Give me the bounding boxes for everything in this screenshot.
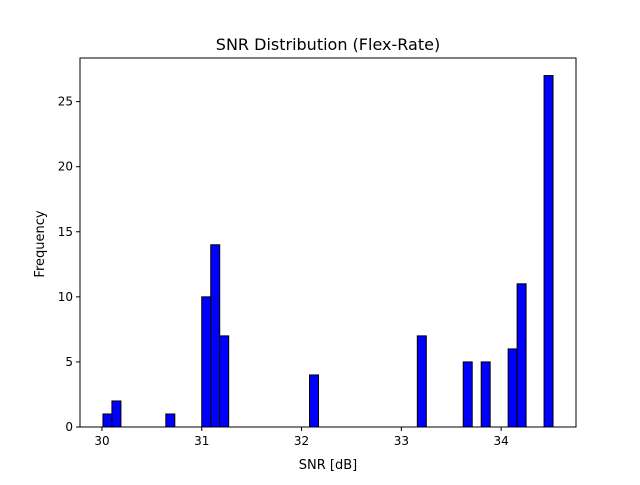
ticks-layer: 30 31 32 33 34 0 5 10 15 20 25 [58,95,509,448]
histogram-bar [111,400,122,428]
x-tick-label: 30 [94,434,109,448]
chart-title: SNR Distribution (Flex-Rate) [216,35,440,54]
bars-layer [102,75,554,428]
histogram-bar [102,413,113,428]
histogram-bar [165,413,176,428]
y-tick-label: 5 [65,355,73,369]
y-tick-label: 25 [58,95,73,109]
x-tick-label: 32 [294,434,309,448]
histogram-bar [480,361,491,428]
histogram-bar [416,335,427,428]
histogram-bar [507,348,518,428]
histogram-bar [462,361,473,428]
histogram-bar [219,335,230,428]
y-tick-label: 20 [58,160,73,174]
x-tick-label: 33 [394,434,409,448]
y-tick-label: 10 [58,290,73,304]
plot-frame [79,57,577,428]
histogram-bar [210,244,221,428]
histogram-bar [516,283,527,428]
histogram-bar [201,296,212,428]
x-tick-label: 31 [194,434,209,448]
y-tick-label: 15 [58,225,73,239]
histogram-bar [309,374,320,428]
histogram-bar [543,75,554,428]
x-axis-label: SNR [dB] [299,458,357,473]
y-axis-label: Frequency [33,210,48,277]
x-tick-label: 34 [494,434,509,448]
y-tick-label: 0 [65,420,73,434]
